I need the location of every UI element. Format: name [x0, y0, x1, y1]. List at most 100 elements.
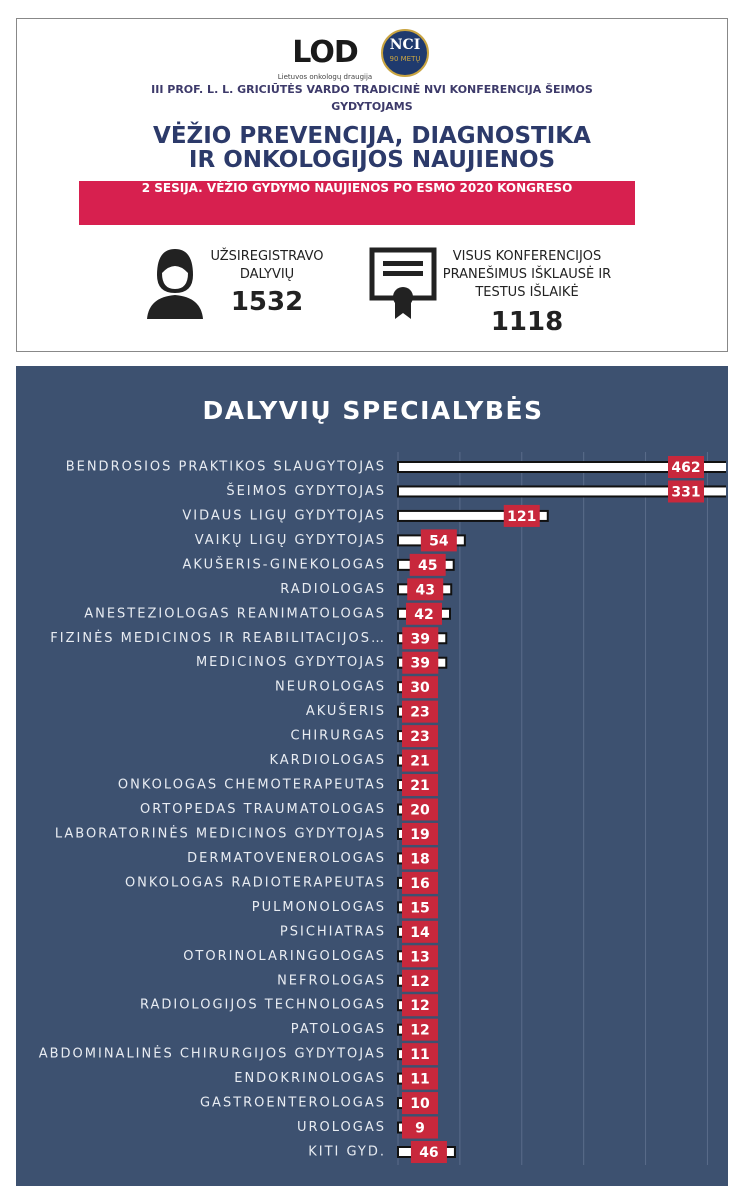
value-label: 43	[415, 582, 434, 598]
value-label-box	[402, 700, 438, 723]
y-tick-label: MEDICINOS GYDYTOJAS	[196, 655, 386, 670]
value-label-box	[402, 1116, 438, 1139]
value-label-box	[402, 749, 438, 772]
value-label-box	[402, 1067, 438, 1090]
value-label-box	[402, 1018, 438, 1041]
y-tick-label: ENDOKRINOLOGAS	[234, 1071, 386, 1086]
value-label-box	[402, 1092, 438, 1115]
logo-right	[381, 29, 429, 77]
stat-value: 1532	[230, 287, 304, 317]
y-tick-label: PULMONOLOGAS	[252, 900, 386, 915]
value-label: 42	[414, 607, 433, 623]
y-tick-label: NEUROLOGAS	[275, 680, 386, 695]
chart-panel	[16, 366, 728, 1186]
value-label-box	[402, 847, 438, 870]
value-label: 45	[418, 558, 437, 574]
y-tick-label: AKUŠERIS	[306, 703, 386, 719]
value-label-box	[407, 578, 444, 601]
value-label: 18	[410, 851, 429, 867]
value-label-box	[405, 602, 442, 625]
value-label: 23	[410, 729, 429, 745]
y-tick-label: LABORATORINĖS MEDICINOS GYDYTOJAS	[55, 825, 386, 841]
value-label: 46	[419, 1145, 438, 1161]
y-tick-label: KARDIOLOGAS	[269, 753, 386, 768]
value-label: 9	[415, 1121, 425, 1137]
value-label: 12	[410, 1023, 429, 1039]
title-line: IR ONKOLOGIJOS NAUJIENOS	[188, 147, 556, 173]
value-label: 12	[410, 998, 429, 1014]
logo-right-text: NCI	[389, 37, 421, 53]
bar	[397, 509, 549, 522]
value-label: 21	[410, 754, 429, 770]
value-label: 54	[429, 533, 449, 549]
value-label-box	[420, 529, 457, 552]
stat-label: TESTUS IŠLAIKĖ	[475, 285, 579, 300]
value-label-box	[402, 774, 438, 797]
title-line: VĖŽIO PREVENCIJA, DIAGNOSTIKA	[153, 123, 591, 149]
y-tick-label: KITI GYD.	[308, 1145, 386, 1160]
y-tick-label: CHIRURGAS	[291, 729, 387, 744]
value-label-box	[402, 969, 438, 992]
value-label: 39	[411, 631, 430, 647]
value-label: 12	[410, 974, 429, 990]
value-label: 20	[410, 803, 430, 819]
value-label-box	[409, 553, 446, 576]
value-label-box	[402, 920, 438, 943]
value-label-box	[402, 798, 438, 821]
value-label-box	[402, 627, 439, 650]
value-label-box	[402, 822, 438, 845]
value-label: 11	[410, 1072, 429, 1088]
y-tick-label: BENDROSIOS PRAKTIKOS SLAUGYTOJAS	[66, 460, 386, 475]
stat-label: VISUS KONFERENCIJOS	[452, 249, 602, 264]
stat-label: DALYVIŲ	[239, 267, 295, 282]
y-tick-label: DERMATOVENEROLOGAS	[187, 851, 386, 866]
stat-value: 1118	[490, 307, 564, 337]
certificate-icon	[369, 247, 437, 319]
y-tick-label: AKUŠERIS-GINEKOLOGAS	[183, 556, 386, 572]
y-tick-label: ONKOLOGAS RADIOTERAPEUTAS	[125, 875, 386, 890]
y-tick-label: FIZINĖS MEDICINOS IR REABILITACIJOS…	[50, 630, 386, 646]
value-label: 16	[410, 876, 429, 892]
y-tick-label: ANESTEZIOLOGAS REANIMATOLOGAS	[84, 606, 386, 621]
person-icon	[147, 249, 203, 319]
y-tick-label: NEFROLOGAS	[277, 973, 386, 988]
value-label-box	[402, 1043, 438, 1066]
y-tick-label: PATOLOGAS	[291, 1022, 386, 1037]
y-tick-label: RADIOLOGAS	[280, 582, 386, 597]
value-label: 15	[410, 900, 429, 916]
stat-label: UŽSIREGISTRAVO	[210, 249, 324, 264]
value-label-box	[410, 1141, 447, 1163]
y-tick-label: ABDOMINALINĖS CHIRURGIJOS GYDYTOJAS	[39, 1046, 386, 1062]
value-label-box	[402, 896, 438, 919]
value-label-box	[668, 456, 704, 478]
value-label-box	[402, 725, 438, 748]
value-label: 21	[410, 778, 429, 794]
value-label-box	[402, 871, 438, 894]
value-label: 39	[411, 656, 430, 672]
logo-left-caption: Lietuvos onkologų draugija	[277, 73, 373, 81]
value-label: 10	[410, 1096, 430, 1112]
value-label: 19	[410, 827, 429, 843]
y-tick-label: VAIKŲ LIGŲ GYDYTOJAS	[195, 533, 386, 548]
logo-left: LOD	[292, 35, 358, 70]
value-label: 121	[507, 509, 536, 525]
logo-right-caption: 90 METŲ	[389, 55, 421, 63]
header: LOD Lietuvos onkologų draugija NCI 90 ME…	[16, 18, 728, 352]
y-tick-label: UROLOGAS	[297, 1120, 386, 1135]
value-label-box	[503, 504, 540, 527]
value-label-box	[402, 676, 438, 699]
y-tick-label: GASTROENTEROLOGAS	[200, 1096, 386, 1111]
value-label: 11	[410, 1047, 429, 1063]
y-tick-label: ONKOLOGAS CHEMOTERAPEUTAS	[118, 778, 386, 793]
y-tick-label: ORTOPEDAS TRAUMATOLOGAS	[140, 802, 386, 817]
y-tick-label: PSICHIATRAS	[280, 924, 386, 939]
value-label: 14	[410, 925, 430, 941]
y-tick-label: RADIOLOGIJOS TECHNOLOGAS	[140, 998, 386, 1013]
value-label: 30	[410, 680, 430, 696]
value-label-box	[668, 480, 704, 503]
session-banner: 2 SESIJA. VĖŽIO GYDYMO NAUJIENOS PO ESMO…	[79, 181, 635, 225]
conference: III PROF. L. L. GRICIŪTĖS VARDO TRADICIN…	[151, 83, 593, 113]
y-tick-label: ŠEIMOS GYDYTOJAS	[226, 483, 386, 499]
